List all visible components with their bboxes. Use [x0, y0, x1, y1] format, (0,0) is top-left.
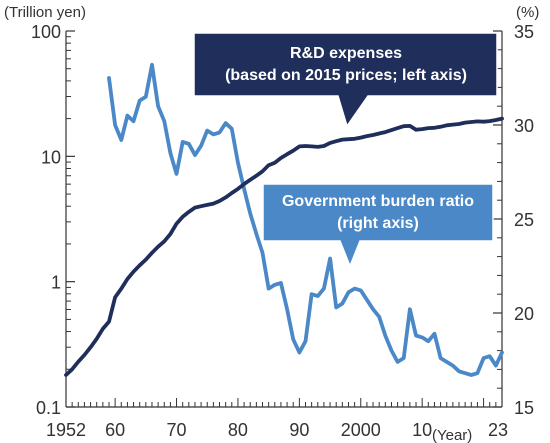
government-burden-ratio-callout-subtitle: (right axis): [337, 215, 419, 232]
right-axis-unit-label: (%): [516, 4, 539, 21]
rnd-expenses-line: [64, 116, 504, 377]
left-axis-unit-label: (Trillion yen): [4, 4, 86, 21]
plot-area: [64, 62, 504, 377]
rnd-expenses-callout: [193, 32, 498, 128]
x-axis-tick-label: 60: [105, 420, 125, 440]
x-axis-unit-label: (Year): [432, 427, 472, 443]
right-axis-tick-label: 20: [514, 304, 534, 324]
annotations-group: R&D expenses (based on 2015 prices; left …: [193, 32, 498, 269]
right-axis-tick-label: 15: [514, 398, 534, 418]
right-axis-tick-label: 25: [514, 210, 534, 230]
x-axis-tick-label: 23: [488, 420, 508, 440]
right-axis-tick-label: 35: [514, 22, 534, 42]
x-axis-tick-label: 2000: [341, 420, 381, 440]
left-axis-tick-label: 10: [41, 147, 61, 167]
x-axis-tick-label: 10: [412, 420, 432, 440]
left-axis-tick-label: 100: [31, 22, 61, 42]
rnd-expenses-callout-subtitle: (based on 2015 prices; left axis): [225, 67, 467, 84]
x-axis-tick-label: 80: [228, 420, 248, 440]
government-burden-ratio-callout: [262, 183, 494, 269]
left-axis-tick-label: 0.1: [36, 398, 61, 418]
government-burden-ratio-line: [107, 62, 504, 377]
axes-group: 0.1 1 10 100 15 20 25 30 35 1952 60 70 80 90 2000 10 23: [31, 22, 534, 440]
right-axis-tick-label: 30: [514, 116, 534, 136]
x-axis-tick-label: 70: [167, 420, 187, 440]
x-axis-tick-label: 90: [289, 420, 309, 440]
x-axis-tick-label: 1952: [46, 420, 86, 440]
rnd-expenses-callout-title: R&D expenses: [290, 45, 402, 62]
left-axis-tick-label: 1: [51, 273, 61, 293]
government-burden-ratio-callout-title: Government burden ratio: [282, 193, 474, 210]
